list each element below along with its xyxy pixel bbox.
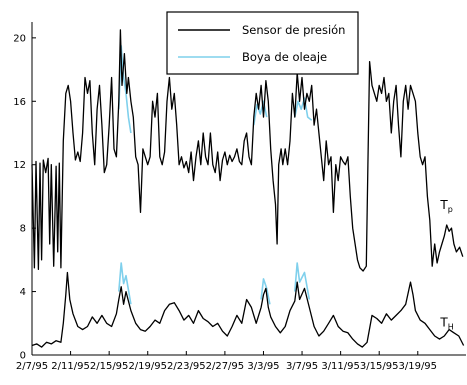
y-tick-label: 4 [20, 287, 26, 298]
legend-label-pressure-sensor: Sensor de presión [242, 23, 345, 37]
legend: Sensor de presión Boya de oleaje [166, 11, 359, 75]
series-label-tp-sub: p [448, 205, 453, 214]
legend-label-wave-buoy: Boya de oleaje [242, 50, 327, 64]
x-tick-label: 3/11/95 [321, 361, 360, 372]
legend-box [166, 11, 359, 75]
wave-buoy-tp-line-3 [294, 97, 313, 121]
wave-buoy-th-line-1 [118, 262, 132, 305]
x-tick-label: 3/19/95 [398, 361, 437, 372]
x-tick-label: 3/15/95 [360, 361, 399, 372]
x-tick-label: 2/23/95 [167, 361, 206, 372]
series-label-th-sub: H [448, 322, 454, 331]
pressure-sensor-th-line [31, 271, 465, 348]
y-tick-label: 0 [20, 351, 26, 362]
y-tick-label: 20 [13, 33, 26, 44]
wave-buoy-th-line-3 [294, 262, 311, 300]
x-tick-label: 2/15/95 [90, 361, 129, 372]
x-tick-label: 2/27/95 [206, 361, 245, 372]
series-label-tp: Tp [439, 198, 452, 214]
x-tick-label: 2/7/95 [16, 361, 48, 372]
series-layer [31, 29, 465, 348]
x-ticks: 2/7/95 2/11/95 2/15/95 2/19/95 2/23/95 2/27/9… [16, 351, 437, 372]
series-label-tp-main: T [439, 198, 448, 212]
y-tick-label: 16 [13, 97, 26, 108]
pressure-sensor-tp-line [31, 29, 464, 272]
series-label-th-main: T [439, 315, 448, 329]
x-tick-label: 3/3/95 [247, 361, 279, 372]
x-tick-label: 2/11/95 [51, 361, 90, 372]
y-tick-label: 8 [20, 224, 26, 235]
x-tick-label: 3/7/95 [286, 361, 318, 372]
series-label-th: TH [439, 315, 453, 331]
x-tick-label: 2/19/95 [128, 361, 167, 372]
wave-buoy-th-line-2 [260, 278, 271, 305]
y-tick-label: 12 [13, 160, 26, 171]
